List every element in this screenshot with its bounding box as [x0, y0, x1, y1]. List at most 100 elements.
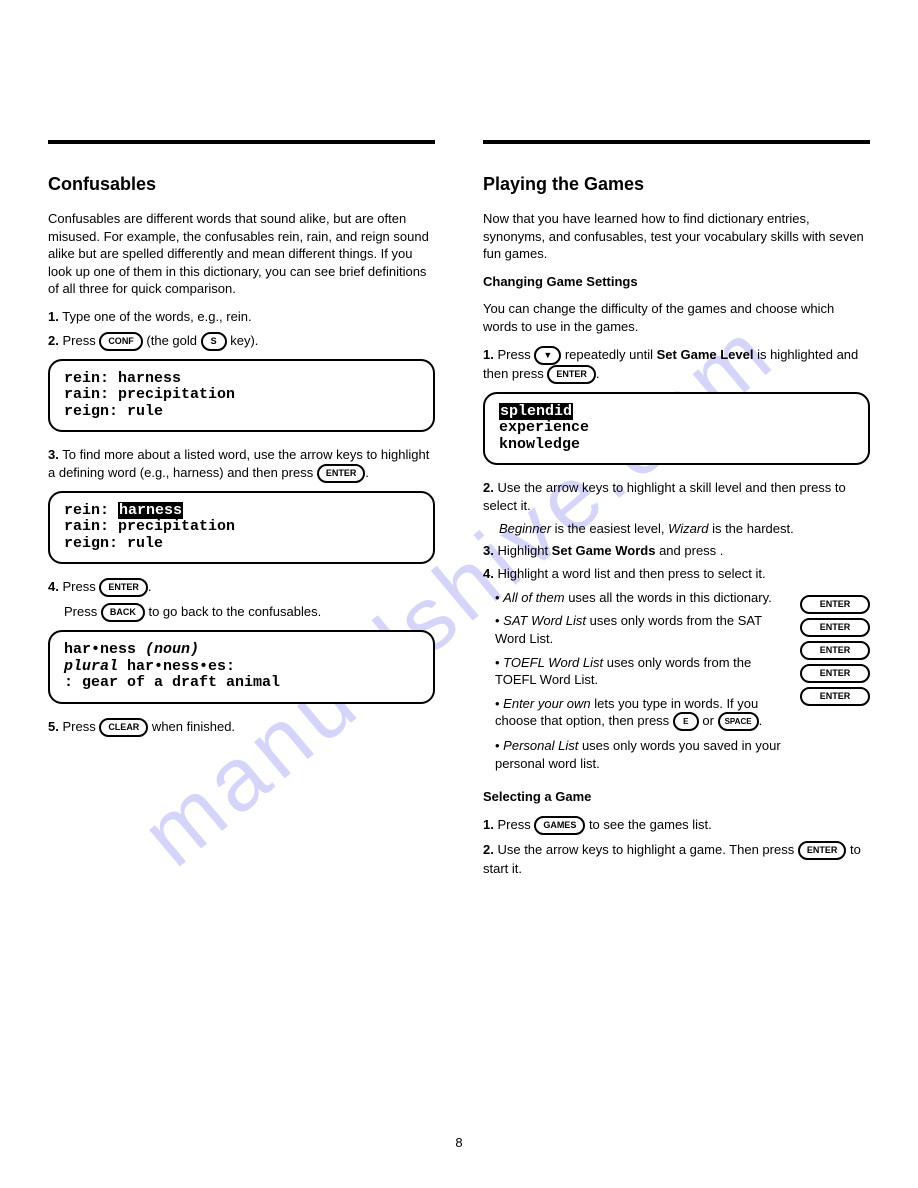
- g3-n: 3.: [483, 543, 494, 558]
- clear-button[interactable]: CLEAR: [99, 718, 148, 737]
- g2-ital2: Wizard: [668, 521, 708, 536]
- page-content: Confusables Confusables are different wo…: [0, 0, 918, 924]
- step4: 4. Press ENTER.: [48, 578, 435, 597]
- screen2-l3: reign: rule: [64, 536, 419, 553]
- left-rule: [48, 140, 435, 144]
- g3-bold: Set Game Words: [552, 543, 656, 558]
- left-intro: Confusables are different words that sou…: [48, 210, 435, 298]
- step2-txt-b: (the gold: [143, 333, 201, 348]
- step4-txt-a: Press: [62, 579, 99, 594]
- g2-txt: Use the arrow keys to highlight a skill …: [483, 480, 846, 513]
- enter-button-1[interactable]: ENTER: [317, 464, 366, 483]
- g1-bold: Set Game Level: [657, 347, 754, 362]
- space-button[interactable]: SPACE: [718, 712, 759, 731]
- sel2: 2. Use the arrow keys to highlight a gam…: [483, 841, 870, 878]
- screen1-l3: reign: rule: [64, 404, 419, 421]
- g4-n: 4.: [483, 566, 494, 581]
- g3: 3. Highlight Set Game Words and press .: [483, 542, 870, 560]
- g2-n: 2.: [483, 480, 494, 495]
- b5: • Personal List uses only words you save…: [495, 737, 792, 772]
- screen3-l3: : gear of a draft animal: [64, 675, 419, 692]
- conf-button[interactable]: CONF: [99, 332, 143, 351]
- g1-n: 1.: [483, 347, 494, 362]
- screen3-l1: har•ness (noun): [64, 642, 419, 659]
- select-heading: Selecting a Game: [483, 788, 870, 806]
- b2: • SAT Word List uses only words from the…: [495, 612, 792, 647]
- right-rule: [483, 140, 870, 144]
- screen3: har•ness (noun) plural har•ness•es: : ge…: [48, 630, 435, 704]
- step3-n: 3.: [48, 447, 59, 462]
- page-number: 8: [455, 1134, 462, 1152]
- enter-stack-1[interactable]: ENTER: [800, 595, 870, 614]
- e-key-button[interactable]: E: [673, 712, 699, 731]
- g2-t3: is the hardest.: [708, 521, 793, 536]
- step5: 5. Press CLEAR when finished.: [48, 718, 435, 737]
- right-title: Playing the Games: [483, 172, 870, 196]
- g1-a: Press: [497, 347, 534, 362]
- screen3-l2: plural har•ness•es:: [64, 659, 419, 676]
- enter-stack-2[interactable]: ENTER: [800, 618, 870, 637]
- screen2-l1: rein: harness: [64, 503, 419, 520]
- screen1-l2: rain: precipitation: [64, 387, 419, 404]
- sel1-a: Press: [497, 817, 534, 832]
- step4-txt-b: .: [148, 579, 152, 594]
- right-column: Playing the Games Now that you have lear…: [483, 140, 870, 884]
- screen1: rein: harness rain: precipitation reign:…: [48, 359, 435, 433]
- screen2-l2: rain: precipitation: [64, 519, 419, 536]
- g2-t2: is the easiest level,: [551, 521, 668, 536]
- screen2-hl: harness: [118, 502, 183, 519]
- b1: • All of them uses all the words in this…: [495, 589, 792, 607]
- step3-txt: To find more about a listed word, use th…: [48, 447, 429, 480]
- g4: 4. Highlight a word list and then press …: [483, 565, 870, 583]
- g3-b: and press .: [655, 543, 723, 558]
- g2-sub: Beginner is the easiest level, Wizard is…: [499, 520, 870, 538]
- b3: • TOEFL Word List uses only words from t…: [495, 654, 792, 689]
- g1: 1. Press ▼ repeatedly until Set Game Lev…: [483, 346, 870, 384]
- enter-button-2[interactable]: ENTER: [99, 578, 148, 597]
- screen-r-l1: splendid: [499, 404, 854, 421]
- step5-txt-a: Press: [62, 719, 99, 734]
- step2-txt-c: key).: [227, 333, 259, 348]
- screen-r-l3: knowledge: [499, 437, 854, 454]
- step4-sub-a: Press: [64, 604, 101, 619]
- step5-txt-b: when finished.: [148, 719, 235, 734]
- g4-txt: Highlight a word list and then press to …: [497, 566, 765, 581]
- enter-button-3[interactable]: ENTER: [547, 365, 596, 384]
- games-button[interactable]: GAMES: [534, 816, 585, 835]
- g3-a: Highlight: [497, 543, 551, 558]
- sel1-b: to see the games list.: [585, 817, 711, 832]
- enter-button-sel[interactable]: ENTER: [798, 841, 847, 860]
- right-intro: Now that you have learned how to find di…: [483, 210, 870, 263]
- g1-b: repeatedly until: [561, 347, 656, 362]
- step2-n: 2.: [48, 333, 59, 348]
- step3-txt2: .: [365, 465, 369, 480]
- enter-stack-3[interactable]: ENTER: [800, 641, 870, 660]
- step4-sub: Press BACK to go back to the confusables…: [64, 603, 435, 622]
- sel2-a: Use the arrow keys to highlight a game. …: [497, 842, 797, 857]
- step5-n: 5.: [48, 719, 59, 734]
- down-arrow-button[interactable]: ▼: [534, 346, 561, 365]
- left-title: Confusables: [48, 172, 435, 196]
- back-button[interactable]: BACK: [101, 603, 145, 622]
- enter-stack-4[interactable]: ENTER: [800, 664, 870, 683]
- change-p: You can change the difficulty of the gam…: [483, 300, 870, 335]
- s-key-button[interactable]: S: [201, 332, 227, 351]
- b4: • Enter your own lets you type in words.…: [495, 695, 792, 732]
- enter-stack-5[interactable]: ENTER: [800, 687, 870, 706]
- g2-ital1: Beginner: [499, 521, 551, 536]
- step2: 2. Press CONF (the gold S key).: [48, 332, 435, 351]
- screen-r-l2: experience: [499, 420, 854, 437]
- change-heading: Changing Game Settings: [483, 273, 870, 291]
- left-column: Confusables Confusables are different wo…: [48, 140, 435, 884]
- step1-n: 1.: [48, 309, 59, 324]
- step4-sub-b: to go back to the confusables.: [145, 604, 321, 619]
- enter-button-stack: ENTER ENTER ENTER ENTER ENTER: [800, 589, 870, 778]
- sel2-n: 2.: [483, 842, 494, 857]
- sel1-n: 1.: [483, 817, 494, 832]
- g2: 2. Use the arrow keys to highlight a ski…: [483, 479, 870, 514]
- step1: 1. Type one of the words, e.g., rein.: [48, 308, 435, 326]
- g1-d: .: [596, 366, 600, 381]
- screen1-l1: rein: harness: [64, 371, 419, 388]
- step1-txt: Type one of the words, e.g., rein.: [62, 309, 251, 324]
- screen-right: splendid experience knowledge: [483, 392, 870, 466]
